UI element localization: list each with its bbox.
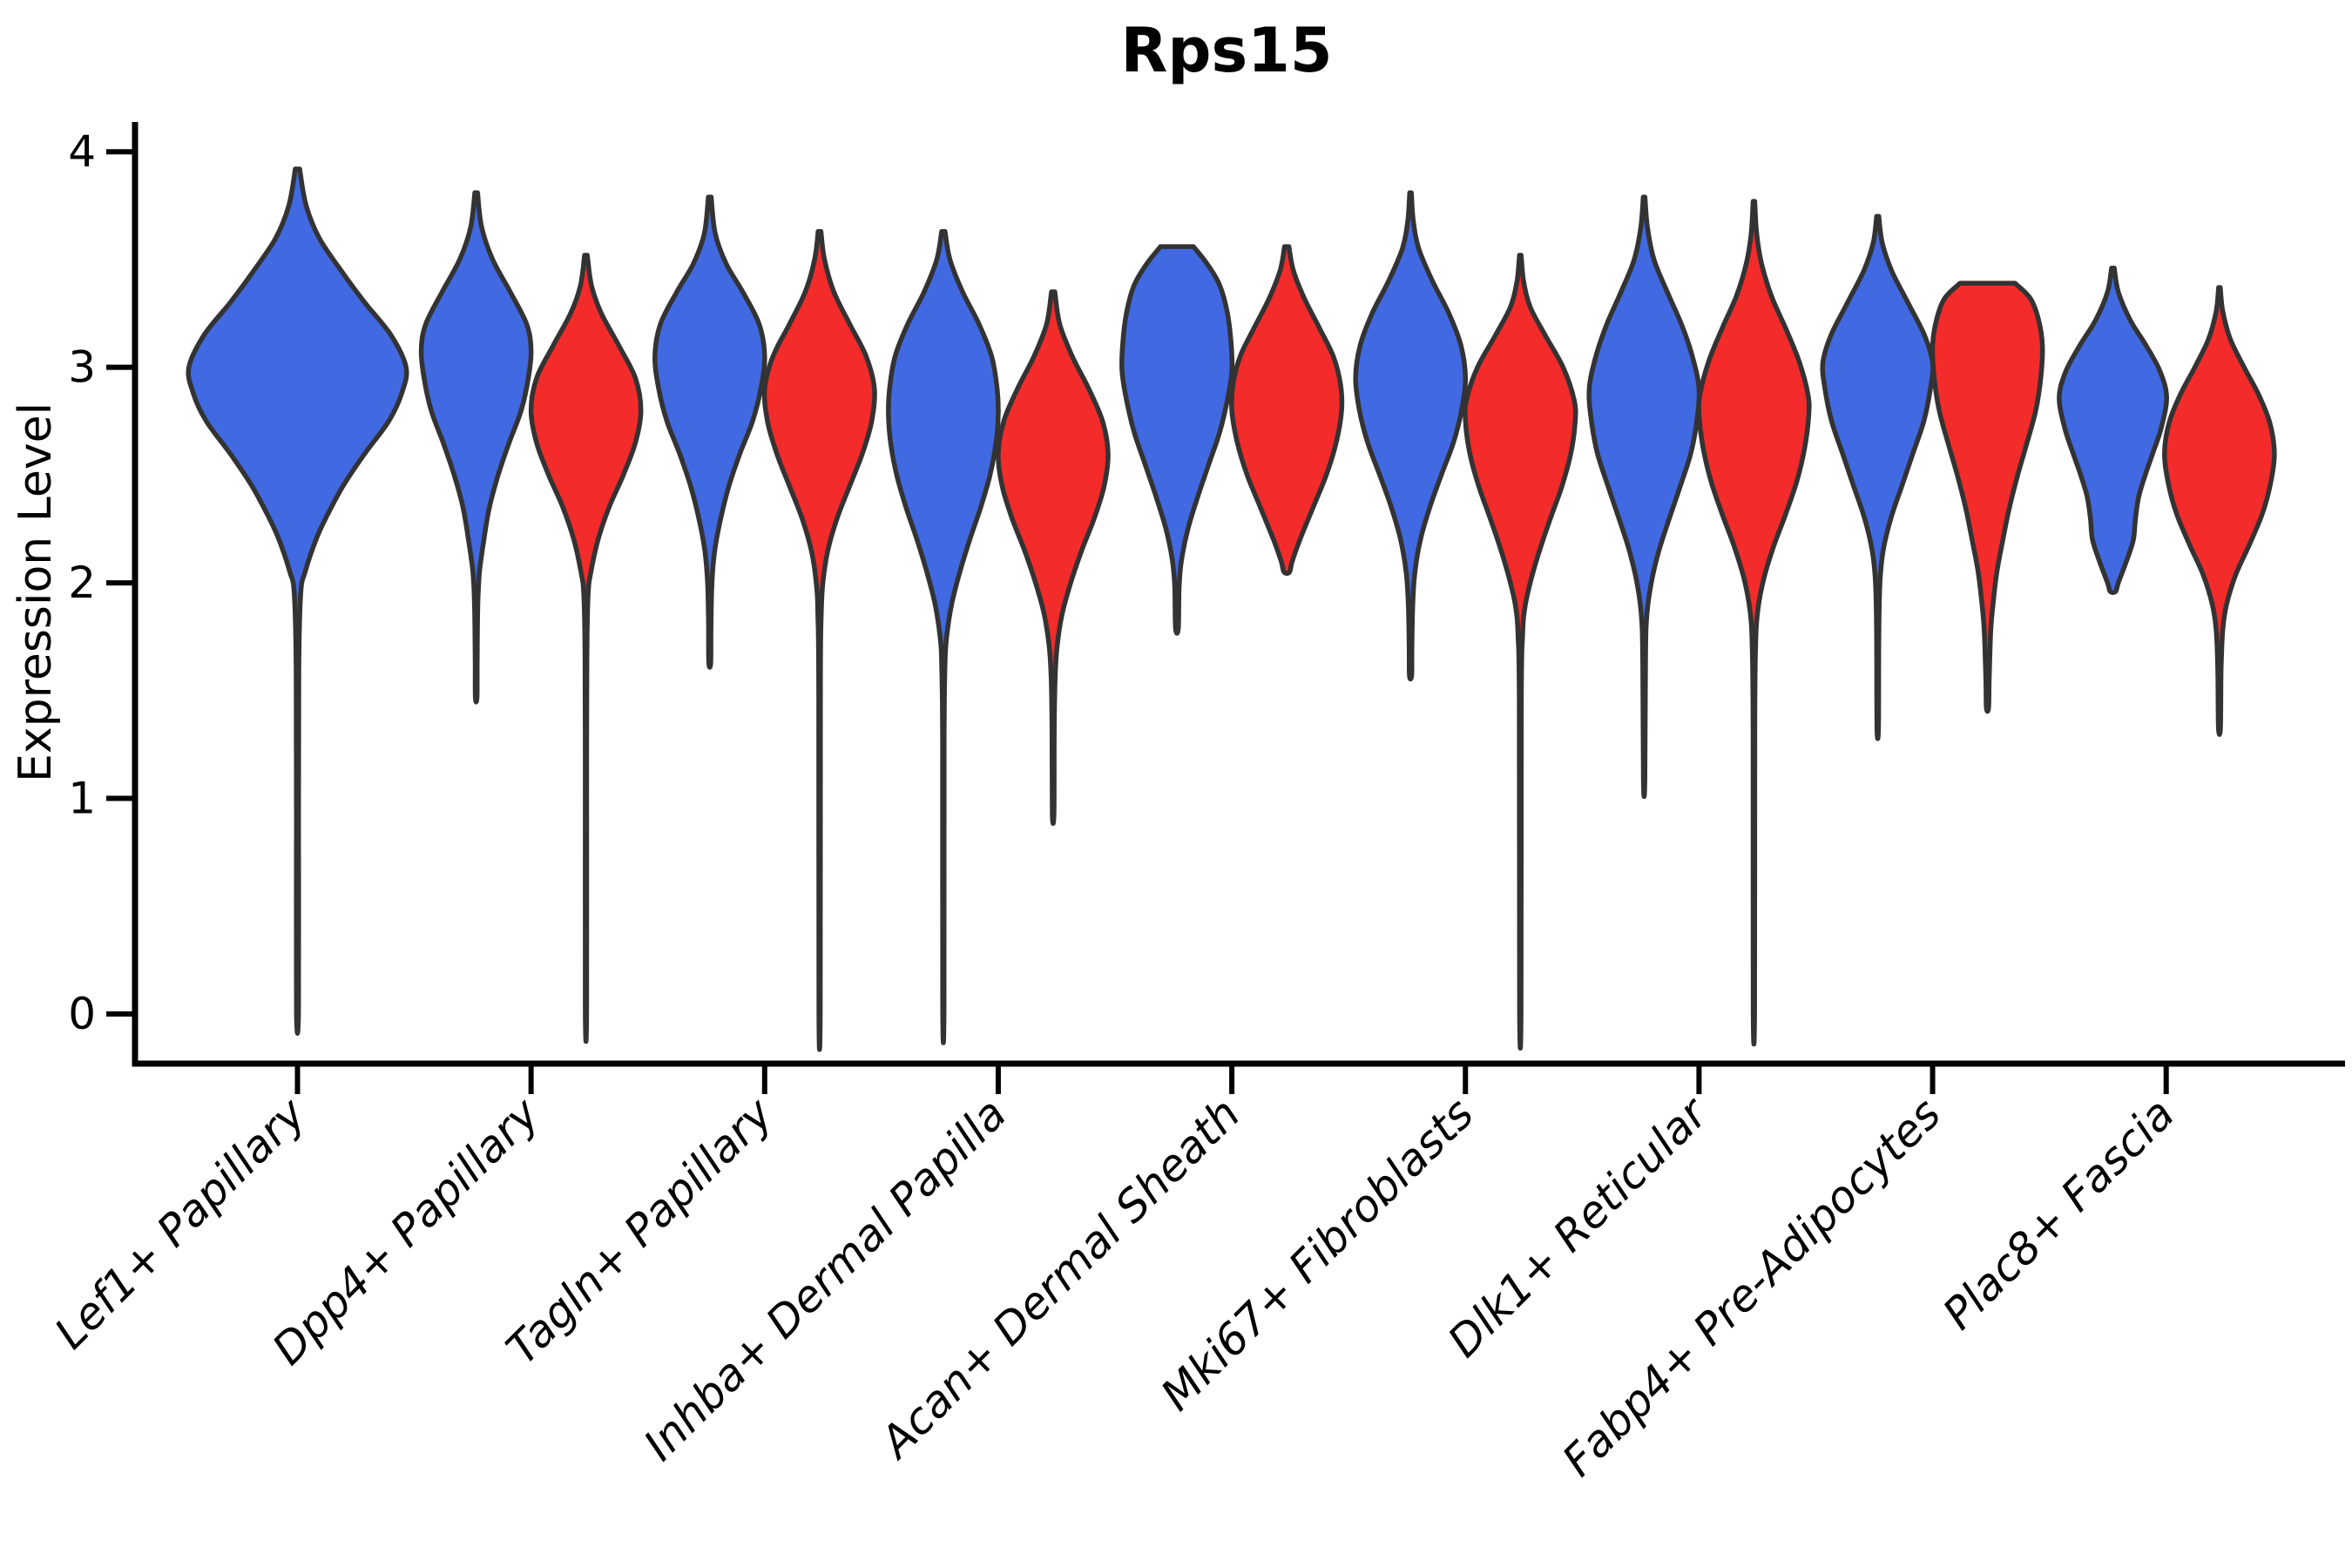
y-tick-label: 4 — [68, 126, 96, 177]
violin-blue — [1820, 213, 1936, 741]
violin-red — [1930, 280, 2045, 714]
violin-red — [996, 289, 1111, 827]
chart-title: Rps15 — [1120, 15, 1332, 86]
y-ticks-group: 0 1 2 3 4 — [68, 126, 135, 1039]
violin-blue — [2057, 266, 2169, 595]
violin-red — [2162, 285, 2277, 737]
x-tick-label: Dlk1+ Reticular — [1438, 1086, 1719, 1367]
violin-red — [1463, 253, 1578, 1051]
violin-blue — [186, 166, 409, 1036]
x-tick-label: Fabp4+ Pre-Adipocytes — [1552, 1088, 1950, 1486]
y-tick-label: 1 — [68, 774, 96, 824]
x-tick-label: Plac8+ Fascia — [1933, 1088, 2184, 1339]
violin-blue — [652, 194, 767, 670]
y-tick-label: 0 — [68, 989, 96, 1039]
violins-group — [186, 166, 2277, 1052]
violin-red — [1696, 199, 1812, 1047]
violin-blue — [418, 190, 534, 705]
y-axis-label: Expression Level — [10, 402, 62, 782]
violin-red — [1228, 244, 1345, 577]
violin-blue — [1353, 190, 1469, 682]
violin-red — [761, 229, 877, 1052]
violin-red — [528, 253, 644, 1044]
violin-blue — [1586, 194, 1702, 800]
y-tick-label: 3 — [68, 342, 96, 393]
violin-blue — [1119, 244, 1235, 636]
y-tick-label: 2 — [68, 558, 96, 608]
x-tick-label: Lef1+ Papillary — [45, 1087, 316, 1358]
violin-blue — [886, 229, 1001, 1045]
